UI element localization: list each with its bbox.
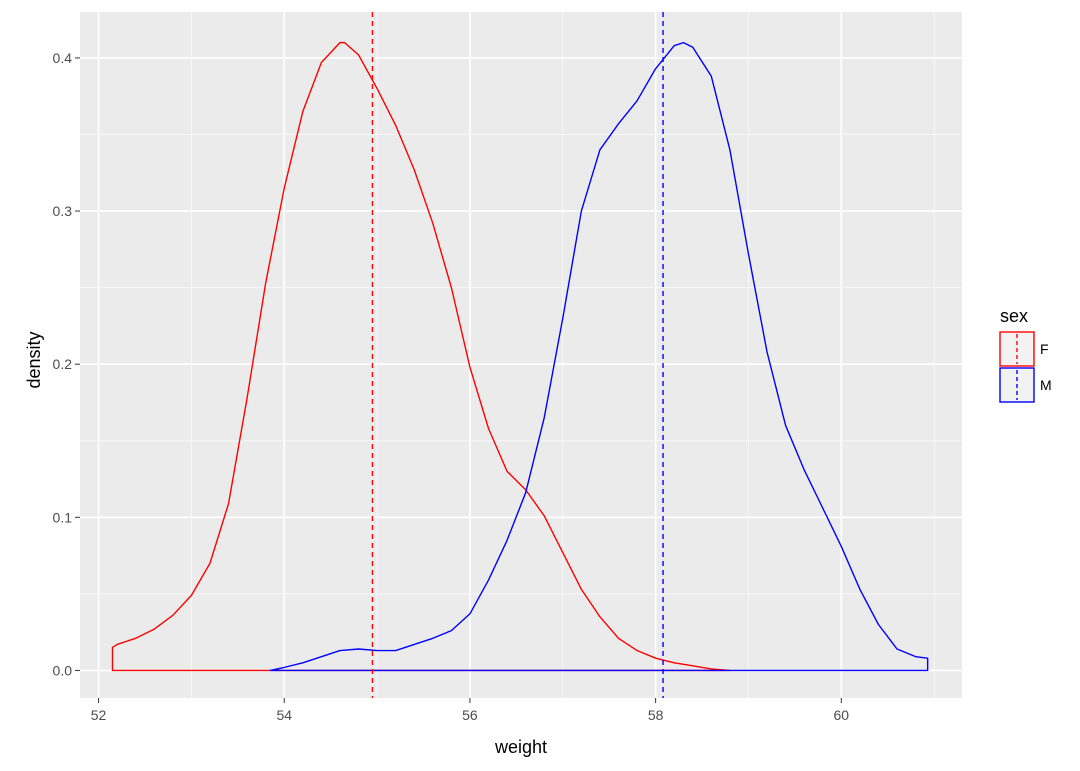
x-tick-label: 54 — [276, 707, 292, 723]
density-curve-F — [111, 41, 731, 672]
density-curve-M — [269, 41, 929, 672]
x-tick-label: 56 — [462, 707, 478, 723]
plot-panel — [80, 12, 962, 698]
series-layer — [111, 41, 929, 672]
y-tick-label: 0.0 — [53, 662, 73, 678]
legend: sex FM — [999, 306, 1052, 403]
y-axis-title: density — [24, 331, 44, 388]
grid-minor — [80, 12, 962, 698]
x-tick-label: 60 — [834, 707, 850, 723]
x-tick-label: 58 — [648, 707, 664, 723]
grid-major — [80, 12, 962, 698]
legend-label-M: M — [1040, 377, 1052, 393]
y-tick-label: 0.3 — [53, 203, 73, 219]
x-tick-label: 52 — [91, 707, 107, 723]
y-axis: 0.0 0.1 0.2 0.3 0.4 — [53, 50, 80, 678]
legend-label-F: F — [1040, 341, 1049, 357]
legend-title: sex — [1000, 306, 1028, 326]
legend-keys: FM — [999, 331, 1052, 403]
y-tick-label: 0.1 — [53, 509, 73, 525]
y-tick-label: 0.4 — [53, 50, 73, 66]
x-axis: 52 54 56 58 60 — [91, 698, 850, 723]
y-tick-label: 0.2 — [53, 356, 73, 372]
mean-lines — [371, 12, 664, 698]
x-axis-title: weight — [494, 737, 547, 757]
